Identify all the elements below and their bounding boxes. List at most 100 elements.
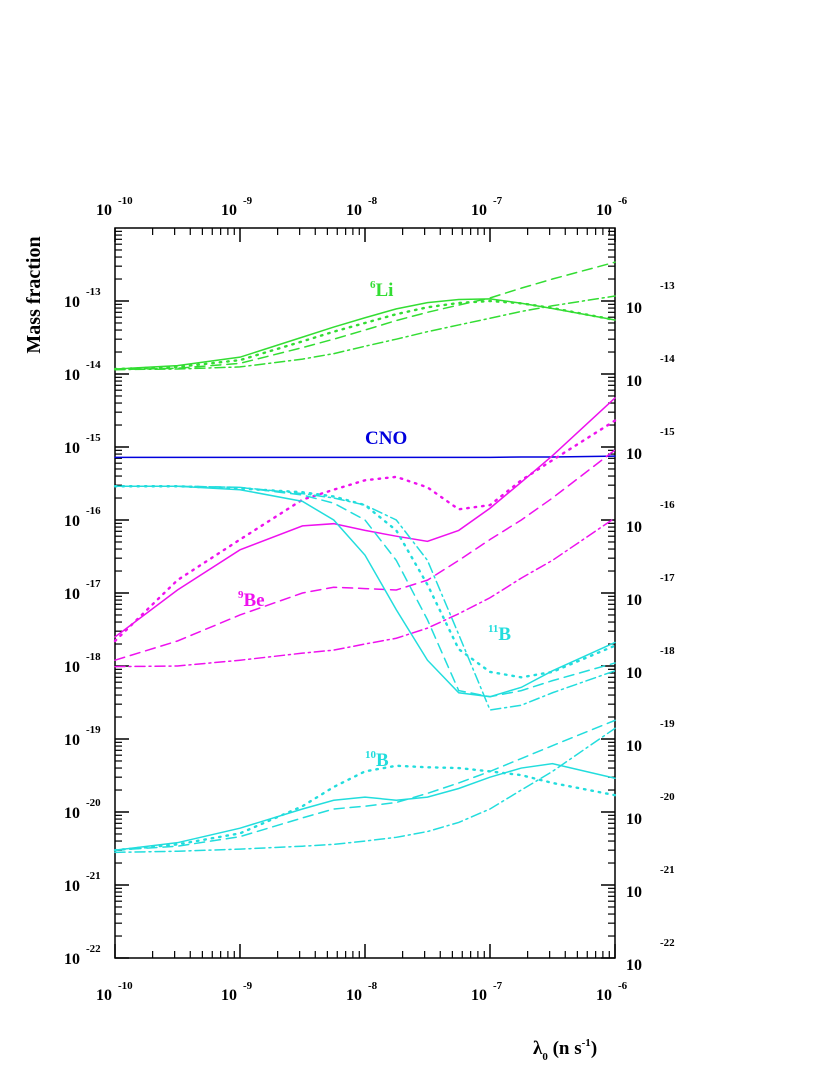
x-tick-label-base: 10	[346, 987, 362, 1004]
data-line	[114, 517, 616, 668]
x-tick-label-top: 10 -6	[596, 195, 628, 219]
annotation: 10B	[365, 749, 389, 771]
y-tick-label-exponent: -14	[86, 359, 101, 371]
data-line	[113, 764, 617, 852]
annotation: 6Li	[370, 279, 393, 301]
data-line	[114, 298, 616, 370]
annotation-sup: 10	[365, 749, 377, 761]
x-tick-label-top-base: 10	[471, 202, 487, 219]
x-tick-label: 10 -8	[346, 980, 378, 1004]
y-tick-label-right: 10 -16	[626, 499, 675, 536]
data-line	[113, 299, 617, 371]
y-tick-label-right-exponent: -16	[660, 499, 675, 511]
y-tick-label-exponent: -16	[86, 505, 101, 517]
x-tick-label-exponent: -10	[118, 980, 133, 992]
y-tick-label: 10 -13	[64, 286, 101, 311]
x-tick-label-exponent: -7	[493, 980, 503, 992]
annotation-text: Be	[244, 590, 265, 611]
x-axis-title-part: )	[591, 1038, 597, 1059]
annotation-sup: 6	[370, 279, 376, 291]
y-tick-label-right-exponent: -13	[660, 280, 675, 292]
y-tick-label-right-exponent: -21	[660, 864, 675, 876]
annotation-text: B	[376, 750, 389, 771]
y-tick-label-exponent: -19	[86, 724, 101, 736]
x-tick-label-top-base: 10	[346, 202, 362, 219]
annotation-sup: 9	[238, 589, 244, 601]
y-tick-label-right-exponent: -17	[660, 572, 675, 584]
y-tick-label: 10 -20	[64, 797, 101, 822]
data-line	[114, 485, 616, 698]
x-tick-label-top-base: 10	[221, 202, 237, 219]
y-axis-title: Mass fraction	[23, 236, 45, 353]
x-tick-label: 10 -9	[221, 980, 253, 1004]
y-tick-label-right: 10 -21	[626, 864, 675, 901]
data-line	[114, 261, 616, 371]
y-tick-label-right-base: 10	[626, 592, 642, 609]
y-tick-label-right-base: 10	[626, 665, 642, 682]
y-tick-label-right-base: 10	[626, 300, 642, 317]
x-tick-label-top: 10 -10	[96, 195, 133, 219]
y-tick-label-base: 10	[64, 805, 80, 822]
y-tick-label-exponent: -18	[86, 651, 101, 663]
data-line	[113, 485, 617, 679]
x-tick-label-top: 10 -9	[221, 195, 253, 219]
y-tick-label-right-base: 10	[626, 446, 642, 463]
y-tick-label-right: 10 -13	[626, 280, 675, 317]
y-tick-label-exponent: -15	[86, 432, 101, 444]
x-tick-label-base: 10	[471, 987, 487, 1004]
y-tick-label-right-base: 10	[626, 373, 642, 390]
y-tick-label-base: 10	[64, 586, 80, 603]
x-axis-title: λ0 (n s-1)	[533, 1037, 597, 1063]
data-line	[114, 719, 616, 851]
y-tick-label: 10 -15	[64, 432, 101, 457]
annotation-text: Li	[376, 280, 394, 301]
y-tick-label-right: 10 -22	[626, 937, 675, 974]
y-tick-label: 10 -19	[64, 724, 101, 749]
x-tick-label-base: 10	[221, 987, 237, 1004]
y-tick-label-right-base: 10	[626, 519, 642, 536]
y-tick-label-right-base: 10	[626, 811, 642, 828]
x-axis-title-part: (n s	[548, 1038, 582, 1059]
x-tick-label-top-base: 10	[96, 202, 112, 219]
y-tick-label: 10 -16	[64, 505, 101, 530]
y-tick-label-right: 10 -15	[626, 426, 675, 463]
y-tick-label-right-exponent: -18	[660, 645, 675, 657]
x-tick-label-top-exponent: -6	[618, 195, 628, 207]
x-axis-title-part: λ	[533, 1038, 543, 1059]
y-tick-label-right-base: 10	[626, 957, 642, 974]
y-tick-label-right-exponent: -15	[660, 426, 675, 438]
y-tick-label-exponent: -17	[86, 578, 101, 590]
x-tick-label-top-exponent: -10	[118, 195, 133, 207]
data-line	[114, 295, 616, 371]
x-tick-label-exponent: -8	[368, 980, 378, 992]
y-tick-label-exponent: -13	[86, 286, 101, 298]
y-tick-label-right: 10 -18	[626, 645, 675, 682]
y-tick-label-right: 10 -14	[626, 353, 675, 390]
x-tick-label: 10 -7	[471, 980, 503, 1004]
y-tick-label-base: 10	[64, 513, 80, 530]
y-tick-label-base: 10	[64, 440, 80, 457]
y-tick-label-right: 10 -19	[626, 718, 675, 755]
y-tick-label-right-base: 10	[626, 884, 642, 901]
y-tick-label-base: 10	[64, 367, 80, 384]
y-tick-label-base: 10	[64, 659, 80, 676]
y-tick-label: 10 -17	[64, 578, 101, 603]
annotation: 11B	[488, 623, 511, 645]
data-line	[114, 485, 616, 711]
x-tick-label-top: 10 -8	[346, 195, 378, 219]
x-tick-label-top-exponent: -8	[368, 195, 378, 207]
annotation-text: B	[498, 624, 511, 645]
data-line	[114, 397, 616, 638]
x-axis-title-part: -1	[582, 1037, 591, 1049]
y-tick-label-right: 10 -17	[626, 572, 675, 609]
x-tick-label-exponent: -9	[243, 980, 253, 992]
y-tick-label: 10 -18	[64, 651, 101, 676]
annotation-text: CNO	[365, 428, 407, 449]
y-tick-label-exponent: -20	[86, 797, 101, 809]
x-tick-label-base: 10	[596, 987, 612, 1004]
y-tick-label-exponent: -22	[86, 943, 101, 955]
data-line	[114, 762, 616, 851]
y-tick-label-right-exponent: -14	[660, 353, 675, 365]
y-tick-label-exponent: -21	[86, 870, 101, 882]
